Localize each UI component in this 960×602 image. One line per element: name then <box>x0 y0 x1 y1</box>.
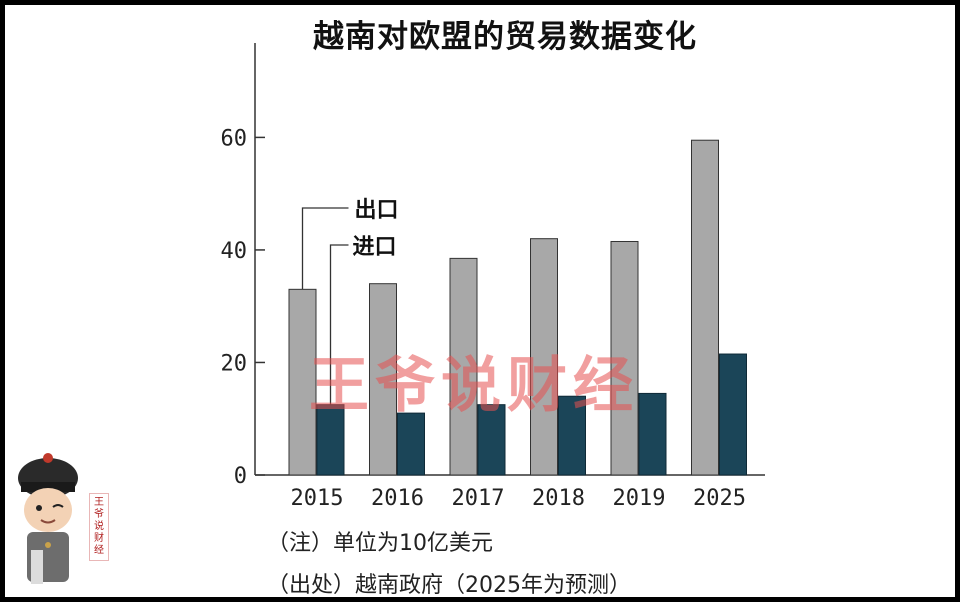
seal-char: 经 <box>94 545 104 556</box>
source-note: （出处）越南政府（2025年为预测） <box>267 573 631 598</box>
corner-watermark: 王爷说财经 <box>818 567 933 593</box>
unit-note: （注）单位为10亿美元 <box>267 531 493 556</box>
x-tick-label: 2019 <box>613 486 666 511</box>
export-bar <box>610 240 639 476</box>
chart-title: 越南对欧盟的贸易数据变化 <box>313 19 697 55</box>
import-bar <box>558 395 586 476</box>
chart-bars <box>288 139 747 476</box>
legend-import-label: 进口 <box>353 235 397 260</box>
export-bar <box>691 139 719 476</box>
import-bar <box>397 412 425 476</box>
chart-ticks: 0 20 40 60 2015 2016 2017 2018 2019 2025 <box>221 126 746 511</box>
x-tick-label: 2016 <box>371 486 424 511</box>
mascot-icon <box>18 453 78 584</box>
y-tick-label: 40 <box>221 239 248 264</box>
export-bar <box>369 283 397 476</box>
export-leader-line <box>301 207 349 290</box>
x-tick-label: 2025 <box>693 486 746 511</box>
import-bar <box>316 404 345 476</box>
x-tick-label: 2017 <box>452 486 505 511</box>
watermark-text: 王爷说财经 <box>309 351 639 421</box>
x-tick-label: 2015 <box>291 486 344 511</box>
import-bar <box>719 353 747 476</box>
y-tick-label: 0 <box>234 464 247 489</box>
import-leader-line <box>329 244 349 405</box>
import-bar <box>638 392 667 476</box>
seal-char: 王 <box>94 497 104 508</box>
seal-char: 说 <box>94 521 104 532</box>
seal-char: 爷 <box>94 509 104 520</box>
seal-char: 财 <box>94 533 104 544</box>
legend-export-label: 出口 <box>355 198 399 223</box>
y-tick-label: 20 <box>221 351 248 376</box>
export-bar <box>288 288 317 476</box>
export-bar <box>530 238 558 476</box>
chart-panel: 越南对欧盟的贸易数据变化 0 20 40 60 2015 2016 2017 2018 2019… <box>5 5 955 598</box>
y-tick-label: 60 <box>221 126 248 151</box>
export-bar <box>449 257 478 476</box>
x-tick-label: 2018 <box>532 486 585 511</box>
seal-stamp: 王爷说财经 <box>89 493 109 561</box>
import-bar <box>477 404 506 476</box>
